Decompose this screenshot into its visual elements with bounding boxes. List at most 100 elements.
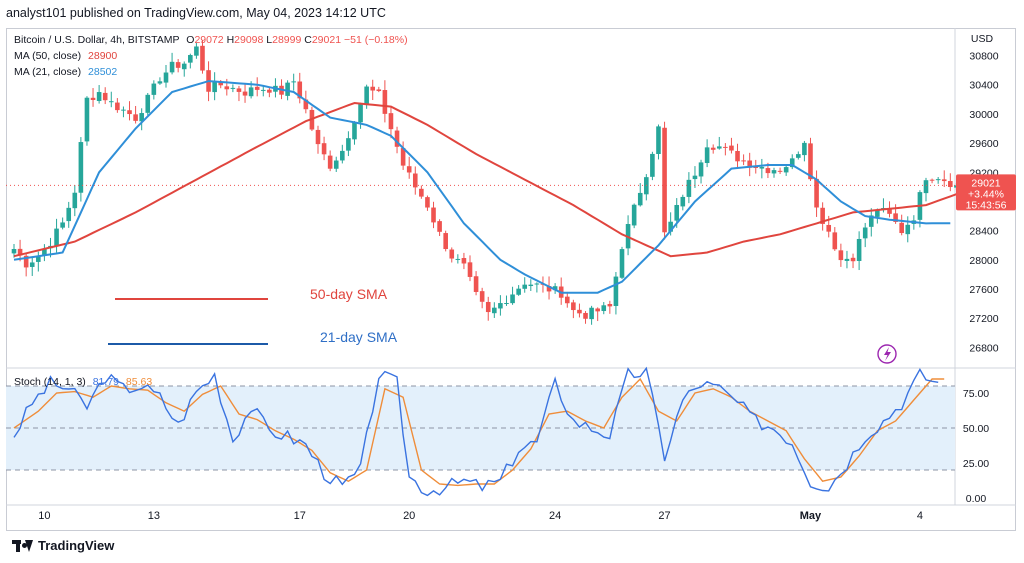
candle <box>29 256 35 276</box>
candle <box>656 124 661 160</box>
candle-body <box>84 97 90 142</box>
candle <box>783 164 789 176</box>
candle <box>534 282 540 293</box>
candle <box>151 80 157 100</box>
candle <box>346 131 351 157</box>
candle-body <box>729 145 734 151</box>
candle <box>169 52 175 75</box>
candle-body <box>321 143 327 155</box>
candle-body <box>412 173 418 188</box>
candle-body <box>352 122 357 140</box>
candle-body <box>188 55 193 63</box>
candle <box>419 185 424 199</box>
candle <box>382 80 388 123</box>
currency-label: USD <box>971 33 994 45</box>
candle <box>267 87 272 98</box>
ma50-value: 28900 <box>88 50 118 62</box>
candle <box>564 291 570 308</box>
price-badge-bg <box>956 174 1016 211</box>
candle-body <box>674 204 680 221</box>
candle <box>321 136 327 161</box>
candle-body <box>735 150 740 162</box>
candle-body <box>181 63 187 70</box>
price-badge-countdown: 15:43:56 <box>966 199 1007 211</box>
candle <box>181 61 187 77</box>
stoch-k-value: 81.79 <box>92 376 119 388</box>
stoch-k-line <box>13 366 939 497</box>
candle-body <box>522 284 528 289</box>
price-tick-label: 30800 <box>969 51 998 63</box>
stoch-tick-label: 25.00 <box>963 458 989 470</box>
candle-body <box>485 301 491 313</box>
candle-body <box>17 248 23 256</box>
candle <box>431 201 436 229</box>
candle <box>352 121 357 145</box>
candle <box>425 195 430 211</box>
time-tick-label: May <box>800 510 822 522</box>
footer-brand[interactable]: TradingView <box>12 538 114 553</box>
candle-body <box>516 288 521 295</box>
candle-body <box>698 162 704 177</box>
candle <box>90 88 96 107</box>
candle <box>935 176 941 184</box>
open-value: 29072 <box>194 34 224 46</box>
candle-body <box>820 207 825 224</box>
candle-body <box>200 45 205 71</box>
candle-body <box>716 146 722 149</box>
candle-body <box>218 81 224 86</box>
candle-body <box>431 207 436 223</box>
price-badge-price: 29021 <box>971 177 1000 189</box>
candle <box>820 202 825 231</box>
candle-body <box>564 296 570 304</box>
high-value: 29098 <box>234 34 264 46</box>
candle-body <box>78 142 84 193</box>
candle <box>802 140 807 162</box>
candle <box>868 208 874 237</box>
candle-body <box>637 192 643 206</box>
ma21-legend: MA (21, close) 28502 <box>14 66 117 78</box>
candle <box>315 125 321 154</box>
candle <box>157 77 163 85</box>
candle <box>406 156 412 179</box>
candle-body <box>765 168 771 174</box>
candle <box>856 231 862 271</box>
candle <box>686 172 692 204</box>
candle <box>333 156 339 172</box>
price-tick-label: 28400 <box>969 226 998 238</box>
candle <box>704 139 710 168</box>
candle-body <box>169 61 175 73</box>
candle <box>844 250 850 269</box>
candle-body <box>832 232 838 250</box>
ma50-legend: MA (50, close) 28900 <box>14 50 117 62</box>
candle-body <box>406 166 412 173</box>
change-value: −51 (−0.18%) <box>343 34 408 46</box>
candle <box>808 137 813 181</box>
candle <box>546 276 552 300</box>
candle <box>242 83 248 103</box>
candle-body <box>948 181 953 188</box>
candle <box>145 92 151 116</box>
candle-body <box>443 233 448 250</box>
candle <box>637 183 643 207</box>
candle-body <box>358 103 363 123</box>
candle <box>710 144 716 154</box>
candle-body <box>400 148 406 166</box>
candle-body <box>826 224 832 232</box>
candle <box>692 166 698 188</box>
candle-body <box>425 197 430 208</box>
ma21-line <box>13 80 951 294</box>
candle-body <box>394 130 400 147</box>
candle-body <box>710 147 716 150</box>
candle-body <box>656 126 661 155</box>
lightning-icon[interactable] <box>877 344 897 364</box>
candle <box>437 219 442 237</box>
candle-body <box>504 303 509 305</box>
candle-body <box>303 99 309 110</box>
candle-body <box>267 89 272 93</box>
candle-body <box>893 213 898 222</box>
stoch-label: Stoch (14, 1, 3) <box>14 376 86 388</box>
candle-body <box>224 86 230 90</box>
candle <box>400 141 406 170</box>
stoch-d-value: 85.63 <box>125 376 153 388</box>
